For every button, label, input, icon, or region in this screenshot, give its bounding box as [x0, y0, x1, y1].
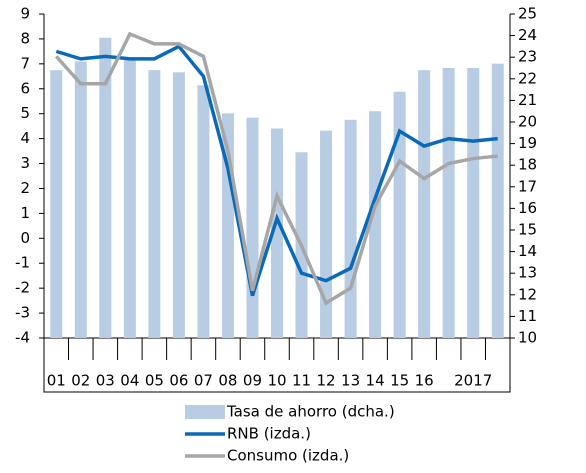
bar [344, 119, 357, 338]
line [55, 44, 498, 297]
bar [123, 59, 136, 339]
bar [148, 70, 161, 338]
bar [442, 68, 455, 338]
y2-tick-label: 12 [518, 285, 537, 303]
legend-label: Tasa de ahorro (dcha.) [226, 403, 395, 421]
y-tick-label: 0 [20, 229, 30, 247]
bar [50, 70, 63, 338]
y2-tick-label: 18 [518, 156, 537, 174]
line [54, 31, 498, 306]
y-tick-label: 8 [20, 29, 30, 47]
bar [491, 63, 504, 339]
x-tick-label: 07 [194, 372, 213, 390]
bar [369, 111, 382, 338]
y-tick-label: 9 [20, 5, 30, 23]
x-tick-label: 15 [390, 372, 409, 390]
y2-tick-label: 11 [518, 307, 537, 325]
x-tick-label: 11 [292, 372, 311, 390]
x-tick-label: 05 [145, 372, 164, 390]
bar [74, 61, 87, 339]
bar [271, 128, 283, 338]
y2-tick-label: 25 [518, 5, 537, 23]
x-tick-label: 09 [243, 372, 262, 390]
bar [99, 37, 112, 338]
y-tick-label: 2 [20, 179, 30, 197]
x-tick-label: 2017 [454, 372, 492, 390]
x-tick-label: 01 [47, 372, 66, 390]
bar [393, 91, 406, 338]
y-tick-label: 3 [20, 154, 30, 172]
y-tick-label: 7 [20, 54, 30, 72]
x-tick-label: 06 [169, 372, 188, 390]
y2-tick-label: 19 [518, 134, 537, 152]
x-tick-label: 12 [317, 372, 336, 390]
x-tick-label: 08 [218, 372, 237, 390]
legend-label: RNB (izda.) [227, 425, 311, 443]
y2-tick-label: 17 [518, 177, 537, 195]
y2-tick-label: 13 [518, 264, 537, 282]
y2-tick-label: 24 [518, 26, 537, 44]
y2-tick-label: 16 [518, 199, 537, 217]
bar [418, 70, 431, 338]
x-tick-label: 02 [71, 372, 90, 390]
y2-tick-label: 20 [518, 113, 537, 131]
bar [320, 130, 333, 338]
y2-tick-label: 10 [518, 329, 537, 347]
x-tick-label: 10 [267, 372, 286, 390]
y-tick-label: 5 [20, 104, 30, 122]
y-tick-label: 6 [20, 79, 30, 97]
bar [197, 85, 210, 338]
x-tick-label: 03 [96, 372, 115, 390]
x-tick-label: 13 [341, 372, 360, 390]
y-tick-label: -3 [15, 304, 30, 322]
y2-tick-label: 23 [518, 48, 537, 66]
bar [246, 117, 259, 339]
y2-tick-label: 15 [518, 221, 537, 239]
x-tick-label: 04 [120, 372, 139, 390]
bar [467, 68, 480, 338]
y2-tick-label: 14 [518, 242, 537, 260]
y2-tick-label: 21 [518, 91, 537, 109]
y-tick-label: -2 [15, 279, 30, 297]
y-tick-label: -4 [15, 329, 30, 347]
legend-label: Consumo (izda.) [227, 447, 349, 465]
y2-tick-label: 22 [518, 69, 537, 87]
x-tick-label: 14 [366, 372, 385, 390]
y-tick-label: 1 [20, 204, 30, 222]
x-tick-label: 16 [415, 372, 434, 390]
y-tick-label: 4 [20, 129, 30, 147]
legend-swatch [185, 405, 225, 419]
bar [172, 72, 185, 338]
y-tick-label: -1 [15, 254, 30, 272]
